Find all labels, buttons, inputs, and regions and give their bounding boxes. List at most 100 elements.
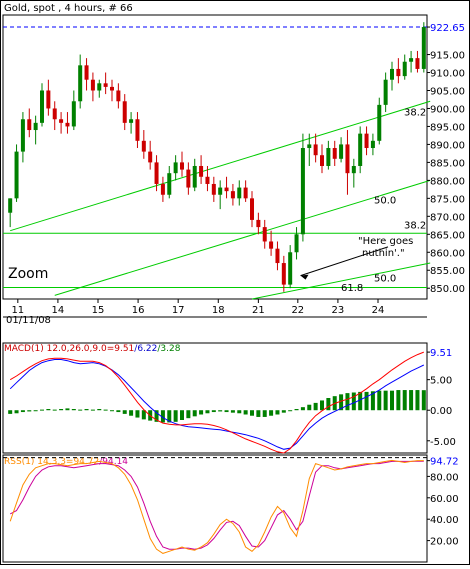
fib-level-label: 38.2 <box>404 107 426 118</box>
price-axis-label: 870.00 <box>430 212 465 223</box>
macd-histogram-bar <box>90 409 95 411</box>
macd-histogram-bar <box>243 410 248 415</box>
fib-trend-line <box>251 262 431 300</box>
macd-histogram-bar <box>313 402 318 411</box>
macd-histogram-bar <box>46 409 51 411</box>
macd-histogram-bar <box>383 390 388 411</box>
candle-body <box>52 108 57 120</box>
candle-body <box>320 155 324 166</box>
macd-histogram-bar <box>415 390 420 411</box>
candle-body <box>8 198 13 213</box>
rss-axis-label: 80.00 <box>430 472 459 483</box>
rss-axis-label: 60.00 <box>430 494 459 505</box>
price-axis-label: 890.00 <box>430 140 465 151</box>
macd-histogram-bar <box>14 410 19 414</box>
price-axis-label: 855.00 <box>430 266 465 277</box>
macd-histogram-bar <box>224 410 229 413</box>
rss-line <box>9 459 424 554</box>
chart-title: Gold, spot , 4 hours, # 66 <box>4 3 133 14</box>
candle-body <box>211 183 216 195</box>
price-axis-label: 905.00 <box>430 86 465 97</box>
macd-axis-label: 9.51 <box>430 348 452 359</box>
candle-body <box>269 241 274 249</box>
macd-histogram-bar <box>351 392 356 411</box>
macd-histogram-bar <box>211 410 216 413</box>
candle-body <box>33 122 38 131</box>
candle-body <box>370 140 375 149</box>
candle-body <box>243 187 248 199</box>
time-axis-label: 22 <box>291 305 304 316</box>
price-axis-label: 865.00 <box>430 230 465 241</box>
rss-panel: RSS(1) 14,3,3=94.72/94.14 <box>2 454 428 563</box>
candle-body <box>84 65 89 80</box>
candle-body <box>415 58 420 69</box>
macd-histogram-bar <box>396 390 401 411</box>
candle-body <box>103 83 108 87</box>
candle-body <box>396 68 401 77</box>
macd-histogram-bar <box>402 390 407 411</box>
candle-body <box>281 263 286 285</box>
candle-body <box>383 79 388 105</box>
annotation-line1: "Here goes <box>358 236 413 247</box>
zoom-label: Zoom <box>8 266 48 282</box>
candle-body <box>288 252 293 285</box>
candle-body <box>409 58 414 62</box>
rss-axis-label: 40.00 <box>430 515 459 526</box>
candle-body <box>250 198 254 220</box>
candle-body <box>46 90 51 109</box>
candle-body <box>326 148 331 166</box>
macd-histogram-bar <box>167 410 172 423</box>
candle-body <box>345 144 350 174</box>
candle-body <box>186 169 191 188</box>
macd-histogram-bar <box>40 409 44 411</box>
macd-histogram-bar <box>65 408 70 411</box>
macd-axis-label: 5.00 <box>430 376 452 387</box>
candle-body <box>300 148 305 235</box>
macd-panel: MACD(1) 12.0,26.0,9.0=9.51/6.22/3.28 <box>2 342 428 454</box>
time-axis-label: 21 <box>252 305 265 316</box>
price-axis-label: 885.00 <box>430 158 465 169</box>
macd-histogram-bar <box>33 410 38 412</box>
macd-line <box>9 359 425 450</box>
candle-body <box>97 83 102 91</box>
annotation-line2: nuthin'." <box>362 248 405 259</box>
macd-histogram-bar <box>275 410 280 415</box>
price-plot-area <box>2 14 428 300</box>
macd-histogram-bar <box>78 409 83 411</box>
candle-body <box>141 140 146 152</box>
macd-histogram-bar <box>218 410 223 412</box>
fib-trend-line <box>10 100 431 232</box>
macd-histogram-bar <box>205 410 210 414</box>
candle-body <box>27 119 32 131</box>
macd-histogram-bar <box>300 407 305 411</box>
macd-histogram-bar <box>281 410 286 413</box>
macd-histogram-bar <box>71 409 76 411</box>
macd-histogram-bar <box>97 409 102 411</box>
candle-body <box>199 165 204 177</box>
time-axis-label: 11 <box>11 305 24 316</box>
candle-body <box>421 27 426 69</box>
macd-axis-label: 0.00 <box>430 406 452 417</box>
x-axis: 01/11/08 <box>3 315 427 326</box>
fib-level-label: 50.0 <box>374 196 396 207</box>
candle-body <box>180 162 184 170</box>
candle-body <box>224 187 229 192</box>
candle-body <box>256 219 261 228</box>
candle-body <box>275 248 280 264</box>
macd-histogram-bar <box>262 410 267 417</box>
macd-histogram-bar <box>250 410 254 416</box>
candle-body <box>167 173 172 195</box>
macd-histogram-bar <box>358 391 363 411</box>
macd-histogram-bar <box>307 404 312 411</box>
price-axis-label: 875.00 <box>430 194 465 205</box>
macd-histogram-bar <box>320 400 324 411</box>
macd-histogram-bar <box>110 410 114 412</box>
candle-body <box>135 119 140 141</box>
candle-body <box>205 176 210 184</box>
candle-body <box>358 133 363 166</box>
macd-histogram-bar <box>122 410 127 414</box>
candle-body <box>294 234 299 253</box>
time-axis-label: 23 <box>332 305 345 316</box>
price-axis-label: 850.00 <box>430 284 465 295</box>
candle-body <box>351 165 356 174</box>
